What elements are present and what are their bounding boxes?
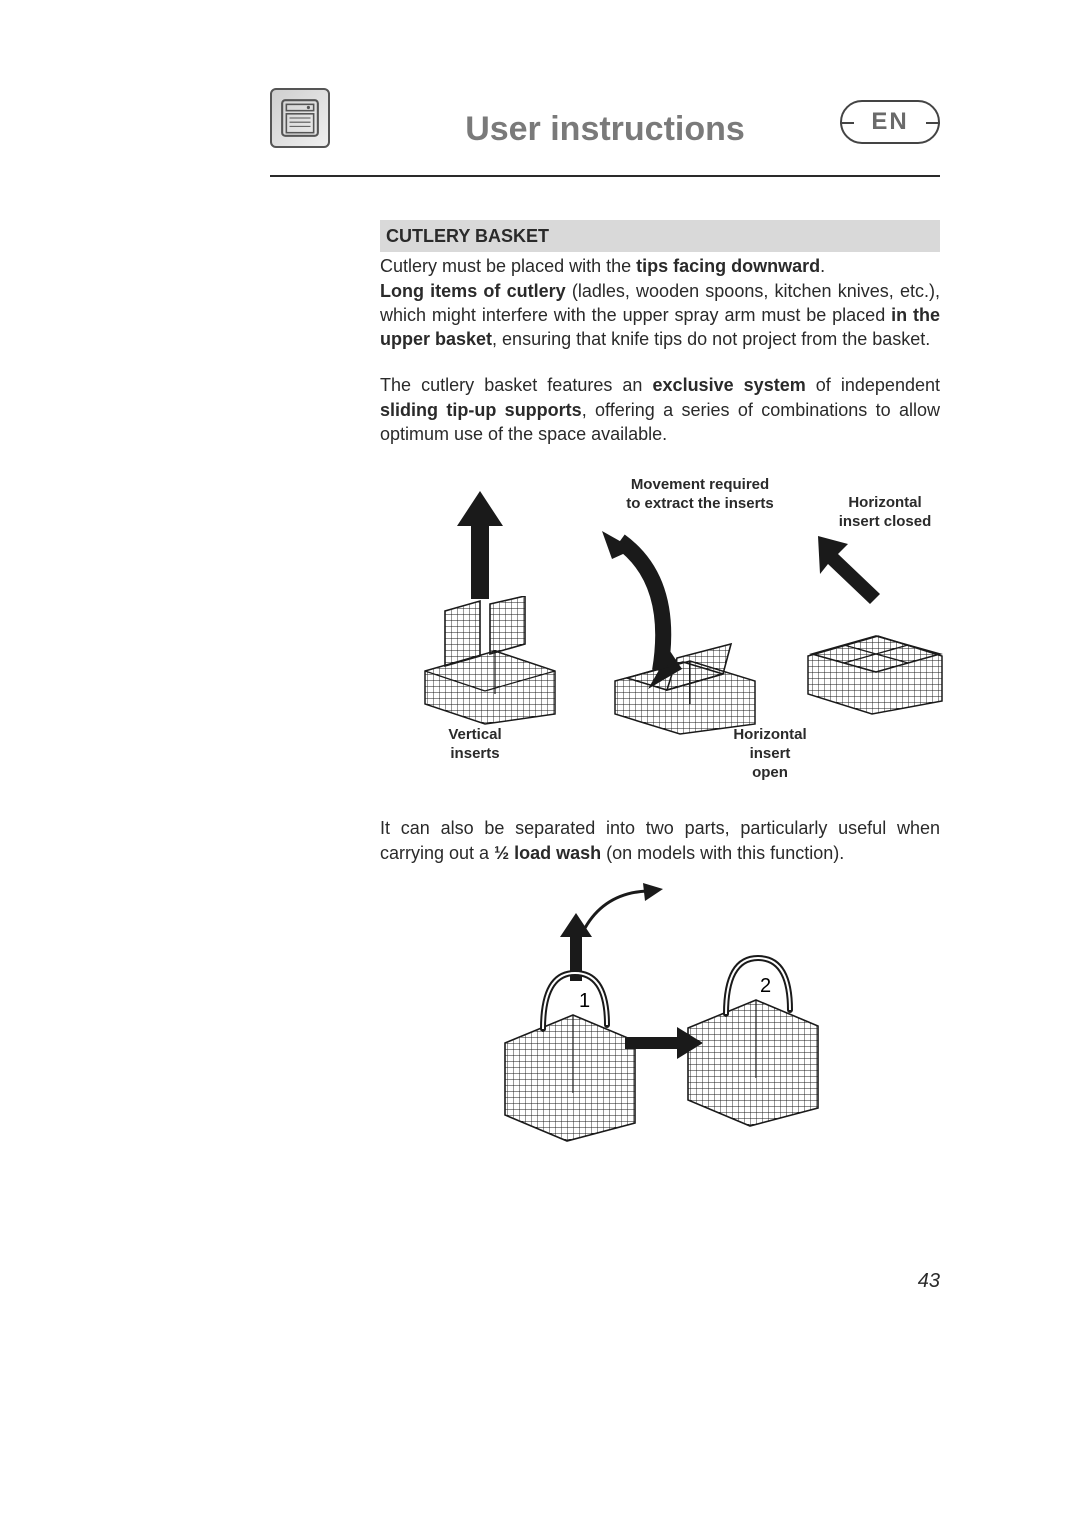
p1-t4: , ensuring that knife tips do not projec… — [492, 329, 930, 349]
p2-b2: sliding tip-up supports — [380, 400, 582, 420]
p2-t2: of independent — [806, 375, 940, 395]
page-number: 43 — [918, 1270, 940, 1293]
label-hc-l2: insert closed — [839, 513, 932, 530]
p1-t2: . — [820, 256, 825, 276]
p1-t1: Cutlery must be placed with the — [380, 256, 636, 276]
paragraph-1: Cutlery must be placed with the tips fac… — [380, 254, 940, 351]
p2-b1: exclusive system — [653, 375, 806, 395]
label-ho-l2: insert — [750, 745, 791, 762]
svg-text:2: 2 — [760, 975, 771, 997]
arrow-diagonal-icon — [818, 536, 888, 606]
arrow-up-icon — [455, 491, 505, 601]
p2-t1: The cutlery basket features an — [380, 375, 653, 395]
p1-b1: tips facing downward — [636, 256, 820, 276]
label-vertical: Vertical inserts — [425, 726, 525, 764]
basket-horizontal-closed — [800, 606, 950, 716]
section-heading: CUTLERY BASKET — [380, 220, 940, 252]
label-v-l1: Vertical — [448, 726, 501, 743]
header-rule — [270, 175, 940, 177]
label-movement: Movement required to extract the inserts — [595, 476, 805, 514]
label-v-l2: inserts — [450, 745, 499, 762]
figure-separable-basket: 1 — [380, 883, 940, 1153]
svg-text:1: 1 — [579, 990, 590, 1012]
p3-b1: ½ load wash — [494, 843, 601, 863]
paragraph-3: It can also be separated into two parts,… — [380, 816, 940, 865]
language-badge: EN — [840, 100, 940, 144]
label-movement-l1: Movement required — [631, 476, 769, 493]
language-badge-text: EN — [871, 108, 908, 136]
figure-inserts: Movement required to extract the inserts… — [380, 476, 940, 796]
label-hc-l1: Horizontal — [848, 494, 921, 511]
label-movement-l2: to extract the inserts — [626, 495, 774, 512]
basket-horizontal-open — [605, 626, 765, 736]
basket-vertical-inserts — [415, 596, 565, 726]
p1-b2: Long items of cutlery — [380, 281, 566, 301]
label-horiz-closed: Horizontal insert closed — [820, 494, 950, 532]
page-title: User instructions — [270, 110, 940, 149]
content-column: CUTLERY BASKET Cutlery must be placed wi… — [380, 220, 940, 1153]
paragraph-2: The cutlery basket features an exclusive… — [380, 373, 940, 446]
p3-t2: (on models with this function). — [601, 843, 844, 863]
label-ho-l3: open — [752, 764, 788, 781]
half-basket-2: 2 — [678, 938, 838, 1128]
